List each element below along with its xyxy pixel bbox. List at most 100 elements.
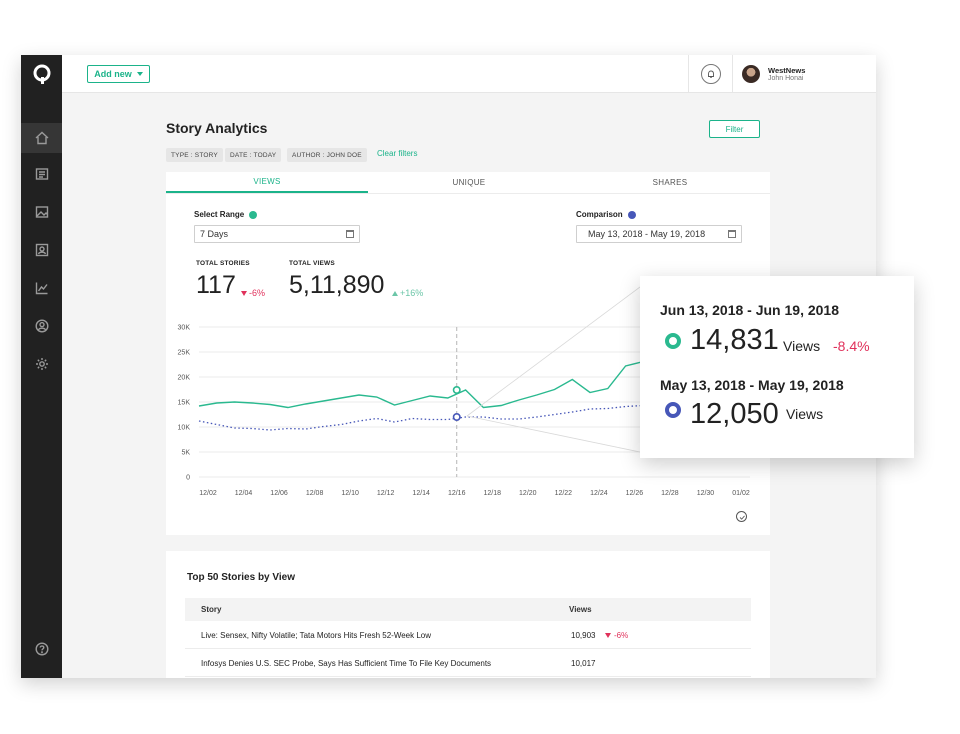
down-arrow-icon [605, 633, 611, 638]
x-tick-label: 12/30 [697, 490, 715, 497]
notifications-button[interactable] [688, 55, 733, 93]
tooltip-compare-unit: Views [786, 406, 824, 422]
comparison-text: Comparison [576, 210, 623, 219]
story-title[interactable]: Live: Sensex, Nifty Volatile; Tata Motor… [201, 631, 432, 640]
avatar[interactable] [742, 65, 760, 83]
top-stories-title: Top 50 Stories by View [187, 572, 295, 583]
tooltip-current-delta: -8.4% [833, 338, 870, 354]
help-icon[interactable] [21, 634, 62, 664]
x-tick-label: 12/10 [341, 490, 359, 497]
add-new-label: Add new [94, 69, 132, 79]
x-tick-label: 12/18 [484, 490, 502, 497]
bell-icon [700, 64, 721, 84]
calendar-icon [346, 230, 354, 238]
tab-unique[interactable]: UNIQUE [452, 178, 486, 187]
x-tick-label: 01/02 [732, 490, 750, 497]
tooltip-current-range: Jun 13, 2018 - Jun 19, 2018 [660, 302, 839, 318]
comparison-value: May 13, 2018 - May 19, 2018 [588, 229, 706, 239]
comparison-point [452, 413, 461, 422]
x-tick-label: 12/22 [555, 490, 573, 497]
stories-icon[interactable] [21, 159, 62, 189]
comparison-series-dot-icon [627, 210, 636, 219]
filter-button[interactable]: Filter [709, 120, 760, 138]
tooltip-current-views: 14,831 [690, 324, 779, 356]
x-tick-label: 12/04 [235, 490, 253, 497]
users-icon[interactable] [21, 311, 62, 341]
total-views-delta: +16% [392, 288, 423, 298]
x-tick-label: 12/16 [448, 490, 466, 497]
analytics-icon[interactable] [21, 273, 62, 303]
comparison-series-line [198, 399, 751, 431]
quintype-logo-icon[interactable] [21, 55, 62, 93]
select-range-value: 7 Days [200, 229, 229, 239]
table-header: Story Views [185, 598, 751, 621]
down-arrow-icon [241, 290, 247, 296]
clear-filters-link[interactable]: Clear filters [377, 149, 418, 158]
tooltip-compare-range: May 13, 2018 - May 19, 2018 [660, 377, 844, 393]
filter-chip-author[interactable]: AUTHOR : JOHN DOE [287, 148, 367, 162]
x-tick-label: 12/14 [412, 490, 430, 497]
x-tick-label: 12/26 [626, 490, 644, 497]
top-stories-card: Top 50 Stories by View Story Views Live:… [166, 551, 770, 678]
total-views-label: TOTAL VIEWS [289, 260, 335, 267]
caret-down-icon [136, 72, 143, 76]
y-tick-label: 0 [186, 475, 190, 482]
home-icon[interactable] [21, 123, 62, 153]
column-views[interactable]: Views [569, 605, 592, 614]
story-views: 10,903 [571, 631, 596, 640]
story-views: 10,017 [571, 659, 596, 668]
user-subtitle: John Honai [768, 75, 804, 82]
comparison-label: Comparison [576, 210, 636, 219]
story-title[interactable]: Infosys Denies U.S. SEC Probe, Says Has … [201, 659, 492, 668]
compare-marker-icon [665, 402, 681, 418]
total-views-value: 5,11,890 [289, 271, 385, 299]
x-tick-label: 12/24 [590, 490, 608, 497]
total-stories-label: TOTAL STORIES [196, 260, 250, 267]
calendar-icon [728, 230, 736, 238]
settings-icon[interactable] [21, 349, 62, 379]
select-range-text: Select Range [194, 210, 245, 219]
x-tick-label: 12/28 [661, 490, 679, 497]
app-window: Add new WestNews John Honai Story Analyt… [21, 55, 876, 678]
current-series-dot-icon [249, 210, 258, 219]
comparison-input[interactable]: May 13, 2018 - May 19, 2018 [576, 225, 742, 243]
media-icon[interactable] [21, 197, 62, 227]
select-range-label: Select Range [194, 210, 258, 219]
x-tick-label: 12/06 [270, 490, 288, 497]
y-tick-label: 15K [178, 400, 191, 407]
tab-shares[interactable]: SHARES [652, 178, 688, 187]
total-stories-delta-text: -6% [249, 288, 266, 298]
x-tick-label: 12/08 [306, 490, 324, 497]
page-title: Story Analytics [166, 120, 268, 136]
y-tick-label: 5K [181, 450, 190, 457]
total-stories-delta: -6% [241, 288, 265, 298]
y-tick-label: 10K [178, 425, 191, 432]
filter-chip-date[interactable]: DATE : TODAY [225, 148, 282, 162]
x-tick-label: 12/20 [519, 490, 537, 497]
sidebar [21, 55, 62, 678]
table-row[interactable]: Live: Sensex, Nifty Volatile; Tata Motor… [185, 621, 751, 649]
y-tick-label: 20K [178, 375, 191, 382]
tab-views[interactable]: VIEWS [166, 172, 368, 193]
y-tick-label: 30K [178, 325, 191, 332]
total-stories-value: 117 [196, 271, 236, 299]
chart-tooltip: Jun 13, 2018 - Jun 19, 2018 14,831 Views… [640, 276, 914, 458]
tooltip-compare-views: 12,050 [690, 398, 779, 430]
story-views-delta: -6% [605, 631, 628, 640]
topbar: Add new WestNews John Honai [62, 55, 876, 93]
select-range-input[interactable]: 7 Days [194, 225, 360, 243]
tab-divider [166, 193, 770, 194]
current-point [452, 386, 461, 395]
table-row[interactable]: Infosys Denies U.S. SEC Probe, Says Has … [185, 649, 751, 677]
tooltip-current-unit: Views [783, 338, 821, 354]
collections-icon[interactable] [21, 235, 62, 265]
x-tick-label: 12/12 [377, 490, 395, 497]
check-circle-icon[interactable] [736, 511, 747, 522]
user-name: WestNews [768, 66, 806, 75]
x-tick-label: 12/02 [199, 490, 217, 497]
filter-chip-type[interactable]: TYPE : STORY [166, 148, 223, 162]
total-views-delta-text: +16% [400, 288, 424, 298]
story-views-delta-text: -6% [614, 631, 629, 640]
column-story[interactable]: Story [201, 605, 222, 614]
add-new-button[interactable]: Add new [87, 65, 150, 83]
